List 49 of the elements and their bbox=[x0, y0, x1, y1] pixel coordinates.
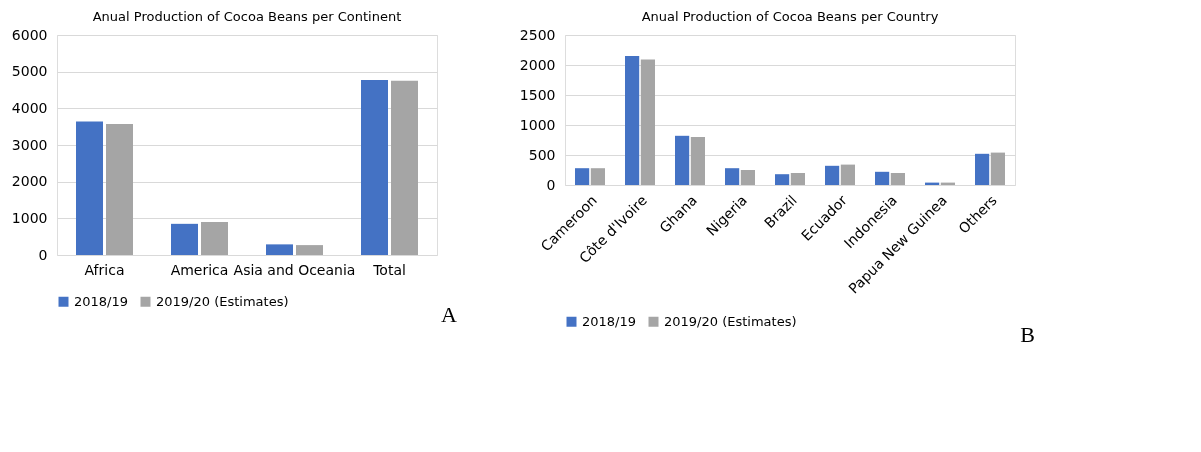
bar bbox=[76, 121, 103, 255]
y-tick-label: 4000 bbox=[11, 99, 48, 116]
y-tick-label: 3000 bbox=[11, 136, 48, 153]
y-tick-label: 6000 bbox=[11, 26, 48, 43]
bar bbox=[890, 173, 905, 185]
bar bbox=[675, 135, 690, 185]
legend-label: 2018/19 bbox=[582, 313, 637, 329]
x-tick-label: Total bbox=[372, 261, 406, 278]
bar bbox=[391, 80, 418, 255]
bar bbox=[875, 171, 890, 185]
bar bbox=[106, 124, 133, 255]
legend-label: 2019/20 (Estimates) bbox=[156, 293, 289, 309]
y-tick-label: 0 bbox=[546, 176, 556, 193]
bar bbox=[171, 223, 198, 255]
y-tick-label: 0 bbox=[38, 246, 48, 263]
bar bbox=[775, 174, 790, 185]
bar bbox=[840, 164, 855, 185]
bar bbox=[825, 165, 840, 185]
x-tick-label: Africa bbox=[84, 261, 125, 278]
y-tick-label: 1000 bbox=[519, 116, 556, 133]
y-tick-label: 500 bbox=[528, 146, 556, 163]
x-tick-label: America bbox=[170, 261, 229, 278]
bar bbox=[975, 153, 990, 185]
bar bbox=[266, 244, 293, 255]
bar bbox=[575, 168, 590, 185]
text: B bbox=[1020, 322, 1035, 347]
bar bbox=[625, 56, 640, 185]
y-tick-label: 2500 bbox=[519, 26, 556, 43]
y-tick-label: 1000 bbox=[11, 209, 48, 226]
y-tick-label: 2000 bbox=[519, 56, 556, 73]
bar bbox=[690, 137, 705, 185]
text: A bbox=[441, 302, 458, 327]
bar bbox=[201, 222, 228, 255]
y-tick-label: 2000 bbox=[11, 173, 48, 190]
bar bbox=[640, 59, 655, 185]
legend-label: 2018/19 bbox=[74, 293, 129, 309]
x-tick-label: Asia and Oceania bbox=[233, 261, 356, 278]
y-tick-label: 1500 bbox=[519, 86, 556, 103]
y-tick-label: 5000 bbox=[11, 63, 48, 80]
chart-title: Anual Production of Cocoa Beans per Country bbox=[641, 9, 939, 24]
bar bbox=[725, 168, 740, 185]
bar bbox=[296, 245, 323, 255]
chart-title: Anual Production of Cocoa Beans per Continent bbox=[92, 9, 402, 24]
bar bbox=[990, 152, 1005, 185]
bar bbox=[361, 80, 388, 255]
legend-label: 2019/20 (Estimates) bbox=[664, 313, 797, 329]
bar bbox=[590, 168, 605, 185]
bar bbox=[790, 173, 805, 185]
bar bbox=[740, 170, 755, 185]
